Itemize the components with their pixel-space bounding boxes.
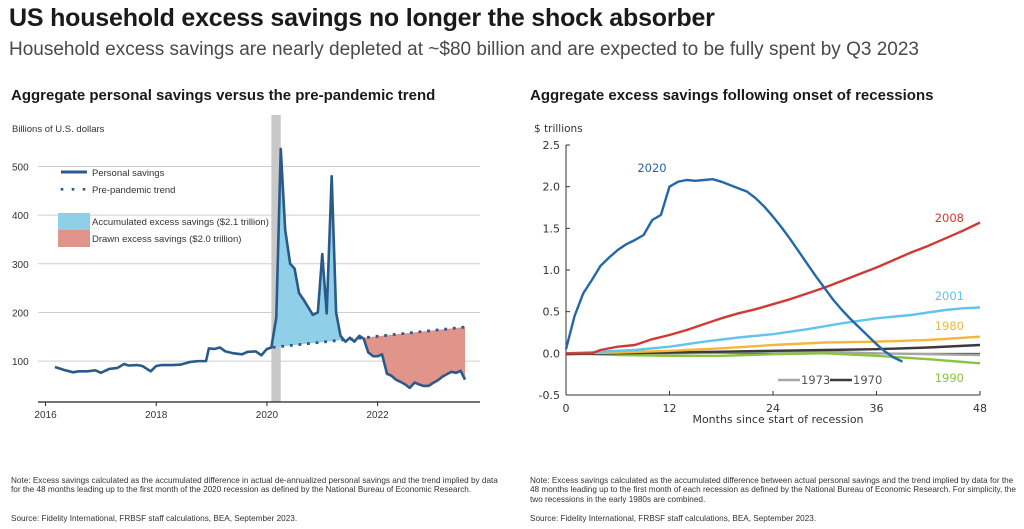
y-tick-label: 0.0 — [543, 347, 561, 360]
trend-dot — [298, 343, 302, 346]
y-tick-label: 2.5 — [543, 139, 561, 152]
series-line-2020 — [564, 177, 903, 363]
y-tick-label: 0.5 — [543, 306, 561, 319]
right-x-ticks: 0 12 24 36 48 — [563, 391, 987, 415]
trend-dot — [281, 344, 285, 348]
legend-label-1973: 1973 — [801, 373, 830, 387]
x-tick-label: 48 — [973, 402, 987, 415]
series-label-2001: 2001 — [935, 289, 964, 303]
y-tick-label: 200 — [12, 308, 29, 319]
right-source: Source: Fidelity International, FRBSF st… — [530, 514, 817, 523]
trend-dot — [324, 340, 327, 344]
legend-label-pre-pandemic-trend: Pre-pandemic trend — [92, 185, 175, 196]
trend-dot — [427, 329, 430, 333]
trend-dot — [315, 341, 319, 345]
series-line-2001 — [565, 306, 981, 355]
y-tick-label: 1.5 — [543, 222, 561, 235]
accumulated-excess-savings-area — [271, 148, 357, 348]
right-y-axis-label: $ trillions — [534, 123, 583, 135]
recession-band — [271, 115, 281, 402]
personal-savings-line — [54, 147, 467, 390]
series-label-2020: 2020 — [637, 161, 666, 175]
trend-dot — [272, 345, 276, 349]
trend-dot — [375, 334, 379, 338]
x-tick-label: 0 — [563, 402, 570, 415]
trend-dot — [384, 334, 388, 337]
x-tick-label: 12 — [663, 402, 677, 415]
left-source: Source: Fidelity International, FRBSF st… — [11, 514, 298, 523]
trend-dot — [452, 326, 456, 330]
recession-lines — [564, 177, 981, 365]
legend-swatch-drawn — [58, 230, 90, 247]
trend-dot — [444, 327, 448, 331]
right-x-axis-label: Months since start of recession — [692, 413, 863, 426]
legend-label-personal-savings: Personal savings — [92, 168, 165, 179]
y-tick-label: 400 — [12, 211, 29, 222]
trend-dot — [392, 333, 396, 336]
x-tick-label: 2022 — [366, 410, 389, 421]
right-chart: $ trillions 2.5 2.0 1.5 1.0 0.5 0.0 -0.5 0 12 24… — [534, 123, 987, 426]
left-chart: Billions of U.S. dollars 100 200 300 400 500… — [12, 115, 480, 421]
right-chart-title: Aggregate excess savings following onset… — [530, 87, 934, 104]
trend-dot — [332, 339, 336, 343]
x-tick-label: 2020 — [256, 410, 279, 421]
legend-label-1970: 1970 — [853, 373, 882, 387]
left-legend: Personal savings Pre-pandemic trend Accu… — [58, 168, 269, 247]
y-tick-label: -0.5 — [539, 389, 560, 402]
legend-swatch-pre-pandemic-trend — [60, 188, 86, 191]
x-tick-label: 24 — [766, 402, 780, 415]
legend-dot — [60, 188, 64, 191]
right-note: Note: Excess savings calculated as the a… — [530, 476, 1016, 504]
series-line-1980 — [565, 335, 981, 355]
left-y-axis-label: Billions of U.S. dollars — [12, 124, 105, 135]
left-chart-title: Aggregate personal savings versus the pr… — [11, 87, 436, 104]
trend-dot — [401, 332, 405, 336]
series-label-1990: 1990 — [935, 371, 964, 385]
trend-dot — [358, 336, 362, 340]
drawn-excess-savings-area — [356, 327, 466, 388]
series-line-1990 — [565, 352, 981, 365]
series-labels: 2020 2008 2001 1980 1990 1973 1970 — [637, 161, 964, 387]
x-tick-label: 2018 — [145, 410, 168, 421]
page-subtitle: Household excess savings are nearly depl… — [9, 39, 919, 60]
page-title: US household excess savings no longer th… — [9, 4, 715, 32]
left-x-ticks: 2016 2018 2020 2022 — [34, 402, 389, 421]
trend-dot — [367, 335, 370, 339]
legend-swatch-accumulated — [58, 213, 90, 230]
legend-dot — [71, 188, 75, 191]
y-tick-label: 1.0 — [543, 264, 561, 277]
y-tick-label: 500 — [12, 162, 29, 173]
y-tick-label: 100 — [12, 357, 29, 368]
trend-dot — [289, 343, 293, 347]
legend-label-accumulated: Accumulated excess savings ($2.1 trillio… — [92, 217, 269, 228]
legend-label-drawn: Drawn excess savings ($2.0 trillion) — [92, 234, 241, 245]
trend-dot — [418, 330, 422, 334]
x-tick-label: 36 — [870, 402, 884, 415]
series-label-2008: 2008 — [935, 211, 964, 225]
series-label-1980: 1980 — [935, 319, 964, 333]
trend-dot — [435, 328, 439, 332]
trend-dot — [409, 331, 413, 335]
y-tick-label: 2.0 — [543, 181, 561, 194]
legend-dot — [82, 188, 86, 191]
left-y-ticks: 100 200 300 400 500 — [12, 162, 29, 368]
trend-dot — [307, 342, 310, 345]
y-tick-label: 300 — [12, 260, 29, 271]
trend-dot — [461, 325, 465, 329]
series-line-2008 — [566, 221, 981, 355]
left-note: Note: Excess savings calculated as the a… — [11, 476, 498, 495]
x-tick-label: 2016 — [34, 410, 57, 421]
right-y-ticks: 2.5 2.0 1.5 1.0 0.5 0.0 -0.5 — [539, 139, 980, 402]
